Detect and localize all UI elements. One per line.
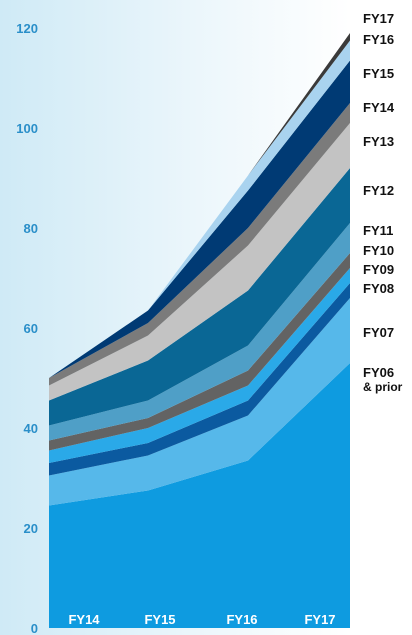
area-series-group [49, 33, 350, 628]
y-tick-label: 40 [24, 421, 38, 436]
area-series-fy11 [49, 223, 350, 441]
y-tick-label: 100 [16, 121, 38, 136]
x-tick-label: FY14 [68, 612, 100, 627]
legend-label-fy07: FY07 [363, 325, 394, 340]
legend-label-fy10: FY10 [363, 243, 394, 258]
legend-label-fy15: FY15 [363, 66, 394, 81]
area-series-fy06 [49, 363, 350, 628]
area-series-fy12 [49, 168, 350, 426]
y-tick-label: 60 [24, 321, 38, 336]
y-tick-label: 80 [24, 221, 38, 236]
y-tick-label: 0 [31, 621, 38, 635]
legend-label-fy06: FY06 [363, 365, 394, 380]
x-tick-label: FY17 [304, 612, 335, 627]
x-tick-label: FY16 [226, 612, 257, 627]
legend-label-fy08: FY08 [363, 281, 394, 296]
legend-label-fy13: FY13 [363, 134, 394, 149]
legend-label-fy09: FY09 [363, 262, 394, 277]
legend-label-line2: & prior [363, 380, 403, 394]
legend-label-fy11: FY11 [363, 223, 393, 238]
area-series-fy13 [49, 123, 350, 401]
legend: FY06& prior FY07 FY08 FY09 FY10 FY11 FY12 FY13 F… [363, 11, 403, 394]
area-series-fy07 [49, 298, 350, 506]
y-axis: 0 20 40 60 80 100 120 [16, 21, 38, 635]
y-tick-label: 120 [16, 21, 38, 36]
x-axis: FY14 FY15 FY16 FY17 [68, 612, 335, 627]
legend-label-fy12: FY12 [363, 183, 394, 198]
y-tick-label: 20 [24, 521, 38, 536]
x-tick-label: FY15 [144, 612, 175, 627]
legend-label-fy16: FY16 [363, 32, 394, 47]
legend-label-fy14: FY14 [363, 100, 395, 115]
legend-label-fy17: FY17 [363, 11, 394, 26]
